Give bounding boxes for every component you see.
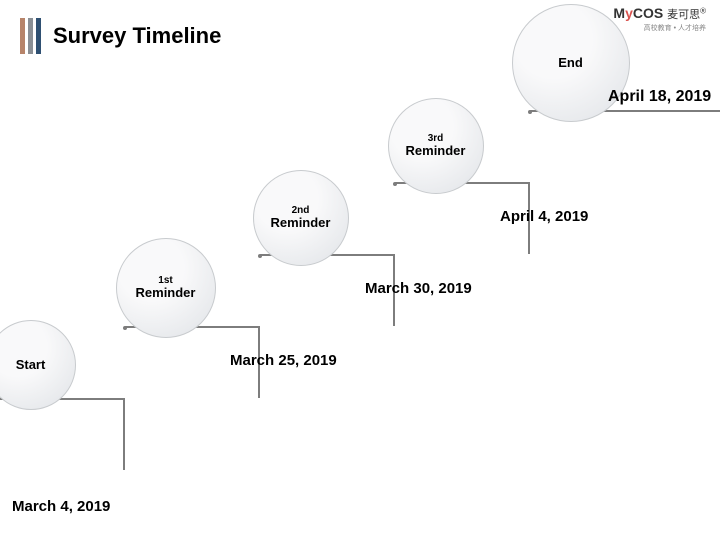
timeline-stage: Start March 4, 2019 1stReminder March 25, 2…: [0, 0, 720, 540]
milestone-bubble: 3rdReminder: [388, 98, 484, 194]
milestone-label: Reminder: [271, 216, 331, 231]
milestone-date: March 30, 2019: [365, 280, 472, 297]
milestone-label: Start: [16, 358, 46, 373]
milestone-date: April 18, 2019: [608, 88, 711, 106]
milestone-label: End: [558, 56, 583, 71]
milestone-label: Reminder: [406, 144, 466, 159]
milestone-date: April 4, 2019: [500, 208, 588, 225]
stair-step: [0, 398, 125, 470]
milestone-bubble: Start: [0, 320, 76, 410]
milestone-label: Reminder: [136, 286, 196, 301]
milestone-date: March 4, 2019: [12, 498, 110, 515]
milestone-bubble: 2ndReminder: [253, 170, 349, 266]
milestone-bubble: 1stReminder: [116, 238, 216, 338]
milestone-date: March 25, 2019: [230, 352, 337, 369]
